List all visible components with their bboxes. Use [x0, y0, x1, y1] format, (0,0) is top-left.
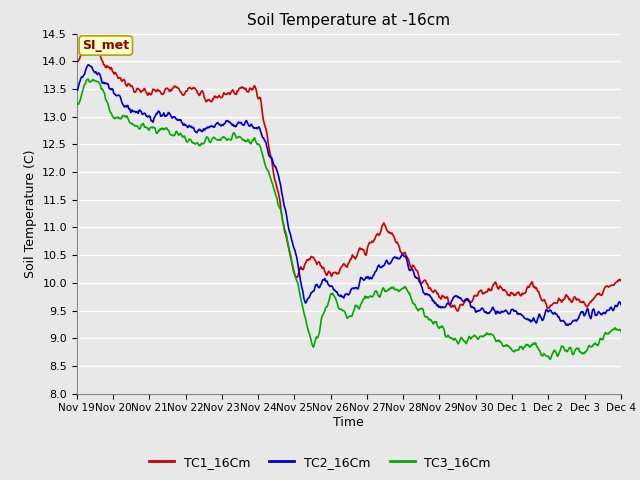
Y-axis label: Soil Temperature (C): Soil Temperature (C) [24, 149, 36, 278]
Legend: TC1_16Cm, TC2_16Cm, TC3_16Cm: TC1_16Cm, TC2_16Cm, TC3_16Cm [144, 451, 496, 474]
Title: Soil Temperature at -16cm: Soil Temperature at -16cm [247, 13, 451, 28]
Text: SI_met: SI_met [82, 39, 129, 52]
X-axis label: Time: Time [333, 416, 364, 429]
